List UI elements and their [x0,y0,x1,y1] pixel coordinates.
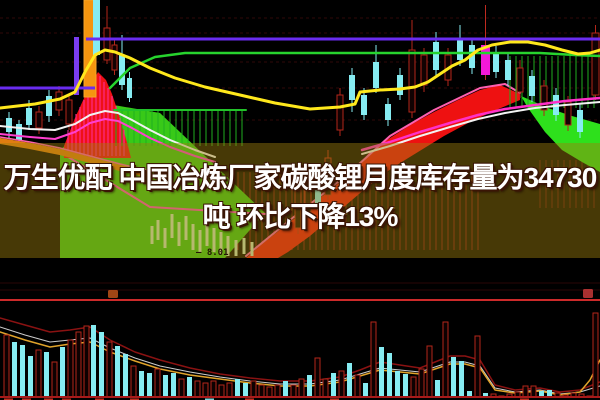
price-marker-label: — 8.01 [196,248,229,258]
headline-line-2: 吨 环比下降13% [202,201,399,232]
headline-overlay-band: 万生优配 中国冶炼厂家碳酸锂月度库存量为34730 吨 环比下降13% [0,143,600,258]
headline-line-1: 万生优配 中国冶炼厂家碳酸锂月度库存量为34730 [3,162,598,193]
